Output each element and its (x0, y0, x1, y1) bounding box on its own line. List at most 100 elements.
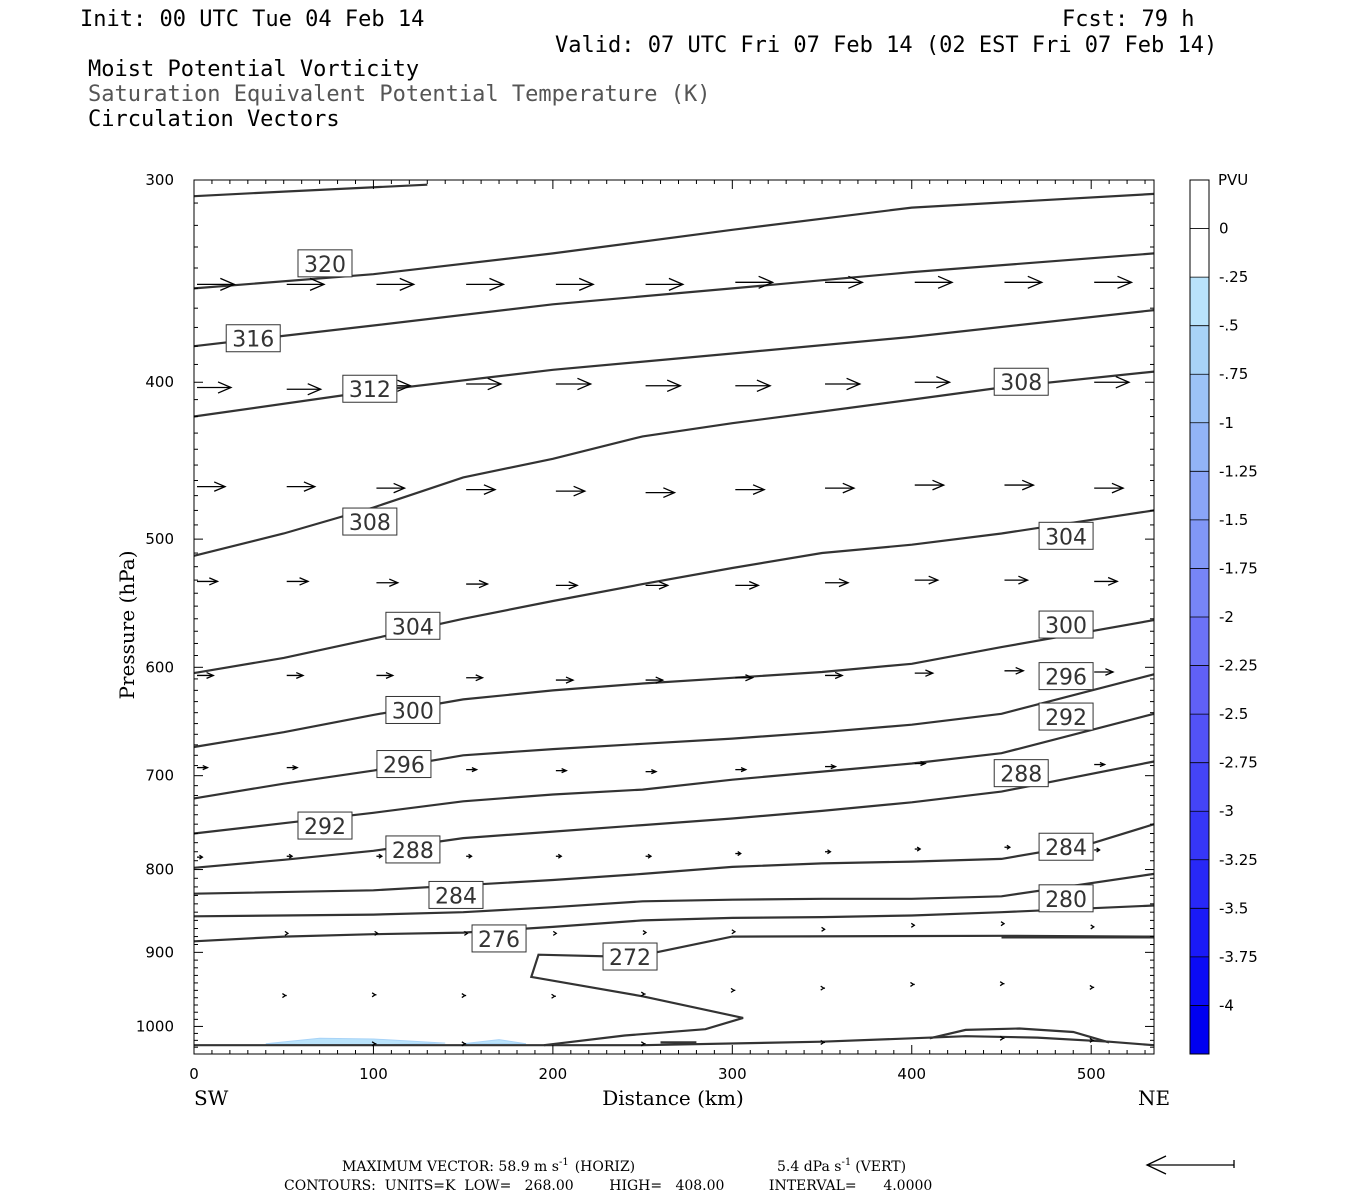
vector-arrowhead (309, 277, 326, 291)
max-vector-vert-text: 5.4 dPa s-1 (VERT) (777, 1157, 906, 1175)
vector-arrowhead (830, 763, 838, 770)
vector-arrowhead (389, 578, 400, 587)
contour-label-text: 308 (1000, 371, 1042, 396)
vector-arrowhead (1006, 844, 1012, 850)
x-axis-ne-label: NE (1138, 1086, 1170, 1110)
colorbar-swatch (1190, 908, 1209, 958)
vector-arrowhead (1117, 275, 1134, 289)
contour-label-288: 288 (993, 759, 1049, 788)
vector-arrowhead (758, 275, 775, 289)
contour-label-308: 308 (342, 507, 398, 536)
vector-arrowhead (551, 993, 556, 999)
vector-arrowhead (478, 579, 490, 589)
contour-label-280: 280 (1038, 884, 1094, 913)
contour-labels: 320 316 312 308 308 304 304 300 300 296 296 292 292 2… (225, 249, 1094, 971)
contour-label-box (993, 367, 1049, 396)
colorbar-swatch (1190, 374, 1209, 424)
colorbar-label: -.25 (1219, 268, 1248, 286)
vector-arrowhead (577, 377, 593, 391)
contour-label-box (385, 695, 441, 724)
colorbar-label: -3 (1219, 802, 1234, 820)
vector-arrowhead (748, 580, 761, 590)
contour-label-text: 284 (435, 884, 477, 909)
contour-label-text: 296 (383, 754, 425, 779)
vector-arrowhead (565, 676, 575, 684)
x-tick-label: 100 (359, 1065, 388, 1083)
contour-label-text: 304 (392, 615, 434, 640)
vector-arrowhead (916, 846, 922, 852)
theta-e-contour-268 (929, 1027, 1110, 1044)
colorbar-label: -3.5 (1219, 899, 1248, 917)
vector-arrowhead (668, 277, 685, 291)
vector-arrowhead (651, 769, 658, 775)
vector-arrowhead (731, 929, 737, 935)
axes: 0 100 200 300 400 500 300 400 500 600 700 800 900 100… (136, 171, 1154, 1083)
contour-label-276: 276 (471, 924, 527, 953)
theta-e-contour-280 (193, 872, 1155, 918)
theta-e-contour-288 (193, 760, 1155, 869)
vector-arrowhead (209, 577, 220, 586)
field-title: Moist Potential Vorticity (88, 57, 419, 82)
vector-arrowhead (282, 992, 287, 999)
vector-arrowhead (1000, 921, 1006, 927)
vector-arrowhead (385, 671, 395, 679)
mpv-region (463, 1039, 527, 1045)
contour-label-320: 320 (297, 249, 353, 278)
colorbar-swatch (1190, 811, 1209, 861)
colorbar-label: 0 (1219, 220, 1229, 238)
vector-arrowhead (821, 926, 826, 932)
vector-arrowhead (1099, 761, 1107, 768)
y-tick-label: 400 (145, 373, 174, 391)
vector-arrowhead (299, 577, 310, 586)
x-tick-label: 400 (897, 1065, 926, 1083)
contour-label-text: 272 (609, 946, 651, 971)
field-title: Saturation Equivalent Potential Temperat… (88, 82, 711, 107)
colorbar-label: -1.5 (1219, 511, 1248, 529)
contour-label-316: 316 (225, 324, 281, 353)
vector-arrowhead (568, 581, 579, 590)
contour-label-284: 284 (1038, 832, 1094, 861)
vector-arrowhead (928, 575, 940, 585)
init-time: Init: 00 UTC Tue 04 Feb 14 (80, 7, 424, 32)
vector-arrowhead (1027, 275, 1044, 289)
vector-arrowhead (202, 764, 210, 771)
y-axis-title: Pressure (hPa) (115, 551, 139, 700)
contour-label-box (342, 374, 398, 403)
mpv-shading (265, 1037, 527, 1045)
vector-arrowhead (561, 768, 568, 774)
theta-e-contour-300 (193, 619, 1155, 749)
vector-arrowhead (217, 381, 233, 394)
vector-arrowhead (838, 578, 850, 588)
colorbar-swatch (1190, 617, 1209, 667)
vector-arrowhead (284, 930, 290, 936)
x-axis-sw-label: SW (194, 1086, 229, 1110)
vector-arrowhead (740, 767, 748, 773)
y-tick-label: 800 (145, 861, 174, 879)
vector-arrowhead (842, 482, 856, 494)
vector-arrowhead (910, 981, 915, 987)
colorbar-swatch (1190, 956, 1209, 1006)
vector-arrowhead (374, 930, 379, 936)
contour-label-box (385, 835, 441, 864)
vector-arrowhead (666, 379, 683, 393)
theta-e-contour-320 (193, 183, 428, 198)
colorbar-label: -1.75 (1219, 559, 1258, 577)
theta-e-contour-296 (193, 673, 1155, 800)
contour-label-box (428, 880, 484, 909)
vector-arrowhead (371, 992, 377, 998)
theta-e-contour-316 (193, 252, 1155, 348)
vector-arrowhead (730, 987, 736, 993)
vector-arrowhead (378, 853, 384, 859)
vector-arrowhead (206, 671, 215, 679)
colorbar-title: PVU (1218, 171, 1248, 189)
y-tick-label: 900 (145, 943, 174, 961)
contour-label-box (297, 811, 353, 840)
reference-vector (1145, 1155, 1235, 1175)
contour-label-292: 292 (1038, 702, 1094, 731)
vector-arrowhead (573, 485, 587, 497)
vector-arrowhead (920, 760, 927, 767)
vector-arrowhead (461, 992, 467, 999)
x-tick-label: 300 (718, 1065, 747, 1083)
